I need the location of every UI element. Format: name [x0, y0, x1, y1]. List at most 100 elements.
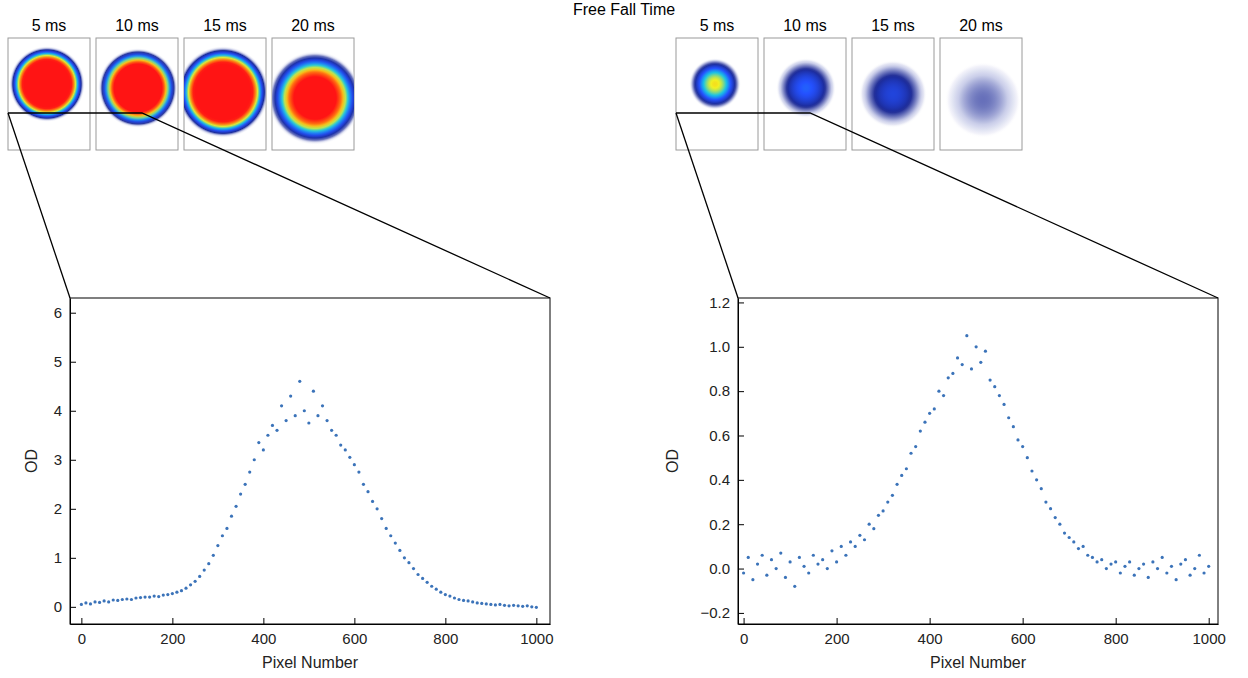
data-point: [175, 591, 178, 594]
x-tick-mark: [1116, 618, 1117, 624]
data-point: [756, 563, 759, 566]
data-point: [975, 345, 978, 348]
data-point: [289, 394, 292, 397]
data-point: [1151, 560, 1154, 563]
data-point: [1137, 567, 1140, 570]
x-axis: 02004006008001000: [71, 618, 554, 647]
y-tick-label: 0.8: [709, 382, 730, 399]
data-point: [403, 556, 406, 559]
data-point: [1002, 403, 1005, 406]
cloud-image: [776, 58, 836, 118]
data-point: [1021, 445, 1024, 448]
x-tick-label: 0: [78, 630, 86, 647]
image-frame: [940, 38, 1022, 150]
data-point: [385, 527, 388, 530]
y-tick-label: 0.0: [709, 560, 730, 577]
data-point: [430, 585, 433, 588]
data-point: [877, 514, 880, 517]
y-axis: −0.20.00.20.40.60.81.01.2: [700, 294, 744, 625]
y-tick: 0: [54, 598, 76, 615]
data-point: [1119, 571, 1122, 574]
x-tick: 0: [78, 618, 86, 647]
time-label: 20 ms: [291, 17, 335, 34]
data-point: [1049, 507, 1052, 510]
data-point: [1095, 560, 1098, 563]
x-tick: 200: [160, 618, 185, 647]
data-point: [194, 580, 197, 583]
data-point: [1161, 556, 1164, 559]
y-axis-line: [70, 299, 71, 625]
data-point: [184, 587, 187, 590]
time-label: 20 ms: [959, 17, 1003, 34]
data-point: [779, 551, 782, 554]
data-point: [257, 441, 260, 444]
x-tick-label: 1000: [520, 630, 553, 647]
data-point: [821, 558, 824, 561]
y-tick: 0.4: [709, 471, 744, 488]
data-point: [407, 561, 410, 564]
x-tick-mark: [744, 618, 745, 624]
cloud-image: [9, 46, 85, 122]
data-point: [84, 601, 87, 604]
data-point: [80, 603, 83, 606]
data-point: [362, 483, 365, 486]
data-point: [812, 554, 815, 557]
y-tick-label: 1: [54, 549, 62, 566]
data-point: [947, 376, 950, 379]
y-tick: 5: [54, 353, 76, 370]
x-axis-title: Pixel Number: [930, 654, 1027, 671]
data-point: [928, 412, 931, 415]
data-point: [280, 404, 283, 407]
data-point: [993, 385, 996, 388]
data-point: [389, 534, 392, 537]
y-tick-label: 6: [54, 304, 62, 321]
x-tick-label: 400: [918, 630, 943, 647]
data-point: [507, 604, 510, 607]
data-point: [189, 583, 192, 586]
y-tick-mark: [738, 302, 744, 303]
data-point: [416, 573, 419, 576]
y-tick-mark: [738, 524, 744, 525]
data-point: [125, 597, 128, 600]
data-point: [498, 603, 501, 606]
data-point: [103, 599, 106, 602]
data-point: [207, 562, 210, 565]
data-point: [234, 505, 237, 508]
data-point: [909, 452, 912, 455]
y-tick-mark: [738, 480, 744, 481]
x-tick: 600: [1011, 618, 1036, 647]
data-point: [266, 434, 269, 437]
data-point: [344, 448, 347, 451]
data-point: [512, 604, 515, 607]
data-point: [886, 500, 889, 503]
zoom-line: [676, 113, 1218, 298]
x-tick-label: 800: [433, 630, 458, 647]
y-tick: 0.2: [709, 516, 744, 533]
y-axis-title: OD: [23, 449, 40, 473]
x-tick-mark: [445, 618, 446, 624]
time-label: 15 ms: [203, 17, 247, 34]
data-point: [476, 601, 479, 604]
cloud-image: [859, 60, 927, 128]
data-point: [130, 598, 133, 601]
data-point: [844, 554, 847, 557]
x-tick-mark: [172, 618, 173, 624]
y-tick-mark: [738, 613, 744, 614]
y-tick-mark: [738, 435, 744, 436]
cloud-image: [98, 48, 178, 128]
panel: 5 ms10 ms15 ms20 ms020040060080010000123…: [8, 17, 554, 671]
data-point: [453, 596, 456, 599]
data-point: [1082, 545, 1085, 548]
data-point: [895, 483, 898, 486]
data-point: [1188, 574, 1191, 577]
x-tick: 800: [433, 618, 458, 647]
data-point: [942, 394, 945, 397]
data-point: [1156, 567, 1159, 570]
data-point: [1054, 516, 1057, 519]
x-axis-line: [739, 624, 1219, 625]
data-point: [285, 419, 288, 422]
data-point: [262, 448, 265, 451]
data-point: [312, 390, 315, 393]
y-tick-mark: [738, 347, 744, 348]
panel: 5 ms10 ms15 ms20 ms02004006008001000−0.2…: [664, 17, 1226, 671]
